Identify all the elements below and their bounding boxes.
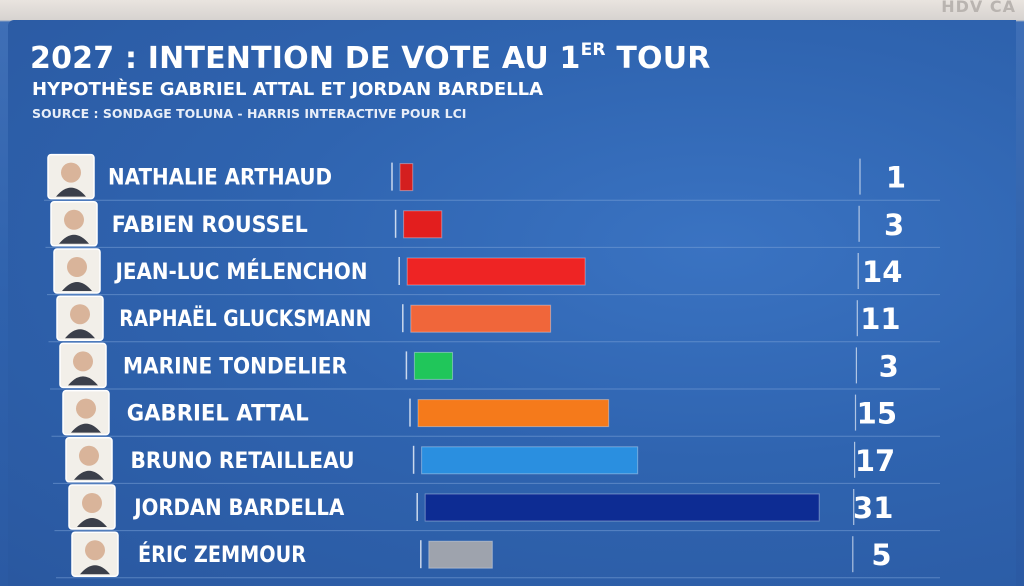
tv-screen: 2027 : INTENTION DE VOTE AU 1ER TOUR HYP… (8, 20, 1016, 586)
candidate-name: RAPHAËL GLUCKSMANN (119, 306, 371, 332)
avatar-face (67, 257, 87, 277)
value-label: 1 (886, 161, 906, 195)
candidate-name: FABIEN ROUSSEL (112, 213, 308, 238)
chart-subtitle: HYPOTHÈSE GABRIEL ATTAL ET JORDAN BARDEL… (32, 79, 544, 100)
avatar-face (61, 162, 81, 183)
value-label: 31 (853, 491, 893, 525)
value-label: 3 (884, 208, 904, 242)
avatar-shoulders (68, 376, 98, 386)
bar-gabriel-attal (417, 399, 610, 428)
avatar-face (76, 398, 96, 419)
avatar-shoulders (62, 282, 92, 291)
avatar-shoulders (56, 187, 86, 197)
avatar-face (64, 209, 84, 230)
value-label: 11 (860, 302, 900, 336)
candidate-name: GABRIEL ATTAL (127, 402, 309, 427)
value-label: 15 (857, 397, 897, 431)
candidate-name: NATHALIE ARTHAUD (108, 166, 332, 191)
bar-bruno-retailleau (421, 446, 639, 475)
avatar-face (73, 351, 93, 372)
value-label: 14 (862, 255, 902, 289)
avatar-shoulders (74, 470, 104, 480)
avatar-shoulders (59, 234, 89, 244)
value-label: 17 (855, 444, 895, 478)
avatar-shoulders (80, 565, 110, 575)
chart-title: 2027 : INTENTION DE VOTE AU 1ER TOUR (30, 40, 711, 76)
avatar-shoulders (65, 329, 95, 339)
candidate-name: JORDAN BARDELLA (132, 496, 344, 521)
bar-jean-luc-melenchon (406, 257, 586, 286)
corner-channel-text: HDV CA (941, 0, 1016, 16)
avatar-face (85, 540, 105, 561)
candidate-name: MARINE TONDELIER (123, 354, 347, 379)
avatar-face (82, 493, 102, 513)
avatar-shoulders (71, 423, 101, 433)
bar-eric-zemmour (428, 540, 493, 569)
value-label: 5 (871, 538, 891, 572)
bar-jordan-bardella (424, 493, 820, 522)
bar-marine-tondelier (413, 351, 454, 380)
chart-source: SOURCE : SONDAGE TOLUNA - HARRIS INTERAC… (32, 106, 467, 121)
avatar-shoulders (77, 518, 107, 527)
candidate-name: ÉRIC ZEMMOUR (138, 542, 306, 568)
value-label: 3 (879, 349, 899, 383)
bar-raphael-glucksmann (410, 304, 552, 333)
avatar-face (70, 304, 90, 325)
bar-chart: NATHALIE ARTHAUD 1 FABIEN ROUSSEL 3 JEAN-LUC… (44, 153, 940, 579)
bar-fabien-roussel (403, 210, 443, 239)
bar-nathalie-arthaud (399, 163, 414, 192)
candidate-name: JEAN-LUC MÉLENCHON (114, 259, 368, 285)
candidate-name: BRUNO RETAILLEAU (131, 449, 355, 474)
avatar-face (79, 445, 99, 466)
